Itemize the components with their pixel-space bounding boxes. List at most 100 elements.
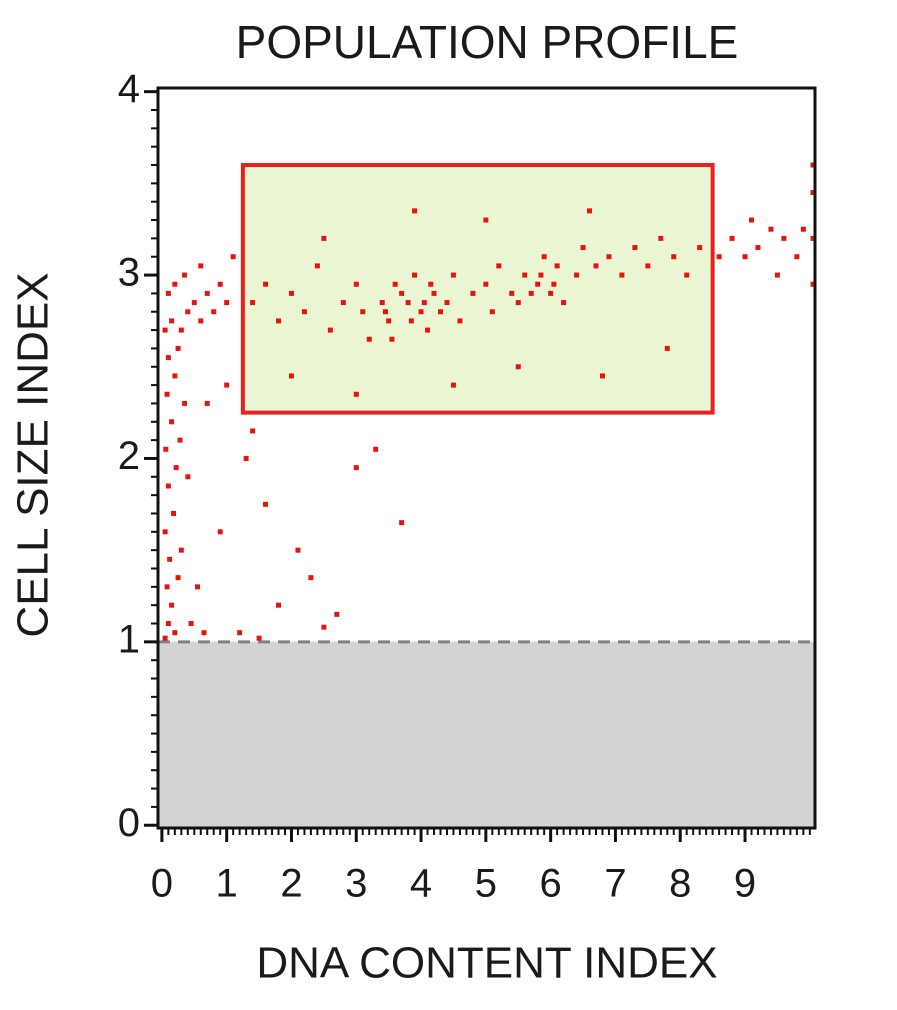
data-point	[794, 254, 800, 260]
data-point	[554, 263, 560, 269]
y-tick-label: 4	[118, 67, 140, 111]
data-point	[162, 635, 168, 641]
data-point	[263, 501, 269, 507]
data-point	[172, 281, 178, 287]
data-point	[599, 373, 605, 379]
data-point	[188, 621, 194, 627]
data-point	[169, 419, 175, 425]
data-point	[169, 318, 175, 324]
data-point	[164, 391, 170, 397]
data-point	[360, 309, 366, 315]
data-point	[428, 281, 434, 287]
data-point	[171, 510, 177, 516]
data-point	[250, 428, 256, 434]
data-point	[755, 245, 761, 251]
data-point	[551, 281, 557, 287]
data-point	[288, 373, 294, 379]
y-tick-label: 1	[118, 617, 140, 661]
data-point	[810, 162, 816, 168]
data-point	[658, 235, 664, 241]
data-point	[185, 309, 191, 315]
data-point	[541, 254, 547, 260]
data-point	[243, 455, 249, 461]
data-point	[412, 208, 418, 214]
data-point	[781, 235, 787, 241]
data-point	[457, 318, 463, 324]
data-point	[178, 327, 184, 333]
data-point	[421, 300, 427, 306]
data-point	[561, 300, 567, 306]
data-point	[175, 575, 181, 581]
data-point	[340, 300, 346, 306]
data-point	[191, 300, 197, 306]
data-point	[664, 345, 670, 351]
data-point	[353, 281, 359, 287]
data-point	[165, 483, 171, 489]
data-point	[632, 245, 638, 251]
data-point	[671, 254, 677, 260]
data-point	[224, 300, 230, 306]
x-tick-label: 6	[540, 862, 562, 906]
x-tick-label: 3	[345, 862, 367, 906]
x-tick-label: 2	[280, 862, 302, 906]
data-point	[263, 281, 269, 287]
data-point	[172, 373, 178, 379]
data-point	[182, 400, 188, 406]
data-point	[237, 630, 243, 636]
data-point	[742, 254, 748, 260]
data-point	[574, 272, 580, 278]
data-point	[509, 290, 515, 296]
data-point	[217, 529, 223, 535]
data-point	[182, 272, 188, 278]
data-point	[408, 318, 414, 324]
data-point	[185, 474, 191, 480]
data-point	[535, 281, 541, 287]
data-point	[321, 624, 327, 630]
data-point	[173, 465, 179, 471]
data-point	[548, 290, 554, 296]
data-point	[178, 547, 184, 553]
data-point	[470, 290, 476, 296]
data-point	[399, 520, 405, 526]
data-point	[382, 309, 388, 315]
data-point	[169, 602, 175, 608]
x-axis-title: DNA CONTENT INDEX	[256, 939, 717, 988]
data-point	[645, 263, 651, 269]
data-point	[204, 290, 210, 296]
data-point	[800, 226, 806, 232]
data-point	[450, 382, 456, 388]
data-point	[606, 254, 612, 260]
data-point	[379, 300, 385, 306]
data-point	[444, 300, 450, 306]
data-point	[389, 336, 395, 342]
data-point	[327, 327, 333, 333]
data-point	[353, 391, 359, 397]
data-point	[684, 272, 690, 278]
data-point	[276, 602, 282, 608]
data-point	[164, 584, 170, 590]
data-point	[217, 281, 223, 287]
data-point	[230, 254, 236, 260]
data-point	[729, 235, 735, 241]
data-point	[177, 437, 183, 443]
chart-title: POPULATION PROFILE	[236, 16, 739, 68]
data-point	[515, 364, 521, 370]
y-axis-title: CELL SIZE INDEX	[9, 272, 58, 637]
data-point	[425, 327, 431, 333]
data-point	[321, 235, 327, 241]
data-point	[256, 635, 262, 641]
data-point	[198, 263, 204, 269]
data-point	[483, 281, 489, 287]
data-point	[412, 272, 418, 278]
data-point	[392, 281, 398, 287]
data-point	[353, 465, 359, 471]
data-point	[697, 245, 703, 251]
x-tick-label: 8	[669, 862, 691, 906]
data-point	[295, 547, 301, 553]
data-point	[515, 300, 521, 306]
data-point	[308, 575, 314, 581]
data-point	[276, 318, 282, 324]
data-point	[162, 529, 168, 535]
y-tick-label: 2	[118, 434, 140, 478]
